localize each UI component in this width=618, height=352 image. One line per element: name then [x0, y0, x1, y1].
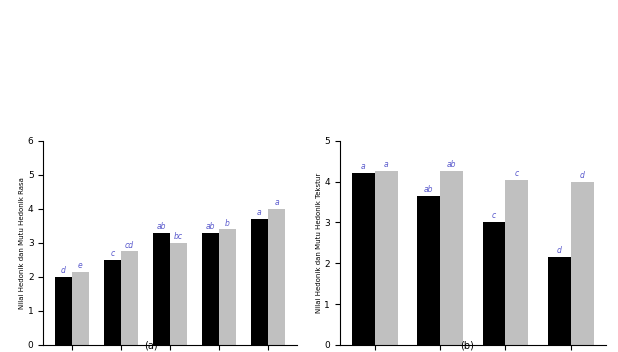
Bar	[352, 174, 375, 345]
Text: bc: bc	[174, 232, 183, 241]
Text: a: a	[274, 198, 279, 207]
Bar	[483, 222, 506, 345]
Y-axis label: Nilai Hedonik dan Mutu Hedonik Tekstur: Nilai Hedonik dan Mutu Hedonik Tekstur	[316, 173, 321, 313]
Text: a: a	[257, 208, 261, 218]
Text: a: a	[384, 161, 389, 169]
Text: d: d	[557, 246, 562, 255]
Bar	[440, 171, 463, 345]
Bar	[548, 257, 570, 345]
Text: ab: ab	[447, 161, 456, 169]
Text: c: c	[110, 249, 114, 258]
Text: c: c	[515, 169, 519, 177]
Text: ab: ab	[424, 185, 433, 194]
Text: c: c	[492, 212, 496, 220]
Bar	[170, 243, 187, 345]
Bar	[417, 196, 440, 345]
Text: e: e	[78, 261, 83, 270]
Text: d: d	[61, 266, 66, 275]
Bar	[153, 233, 170, 345]
Bar	[104, 260, 121, 345]
Y-axis label: Nilai Hedonik dan Mutu Hedonik Rasa: Nilai Hedonik dan Mutu Hedonik Rasa	[19, 177, 25, 309]
Bar	[219, 229, 236, 345]
Bar	[506, 180, 528, 345]
Bar	[251, 219, 268, 345]
Bar	[121, 251, 138, 345]
Text: (b): (b)	[460, 340, 473, 351]
Bar	[202, 233, 219, 345]
Text: (a): (a)	[145, 340, 158, 351]
Bar	[55, 277, 72, 345]
Text: d: d	[580, 171, 585, 181]
Text: a: a	[361, 162, 366, 171]
Text: b: b	[225, 219, 230, 228]
Bar	[72, 272, 89, 345]
Text: ab: ab	[156, 222, 166, 231]
Bar	[570, 182, 593, 345]
Bar	[268, 209, 285, 345]
Text: ab: ab	[206, 222, 215, 231]
Text: cd: cd	[125, 241, 134, 250]
Bar	[375, 171, 398, 345]
